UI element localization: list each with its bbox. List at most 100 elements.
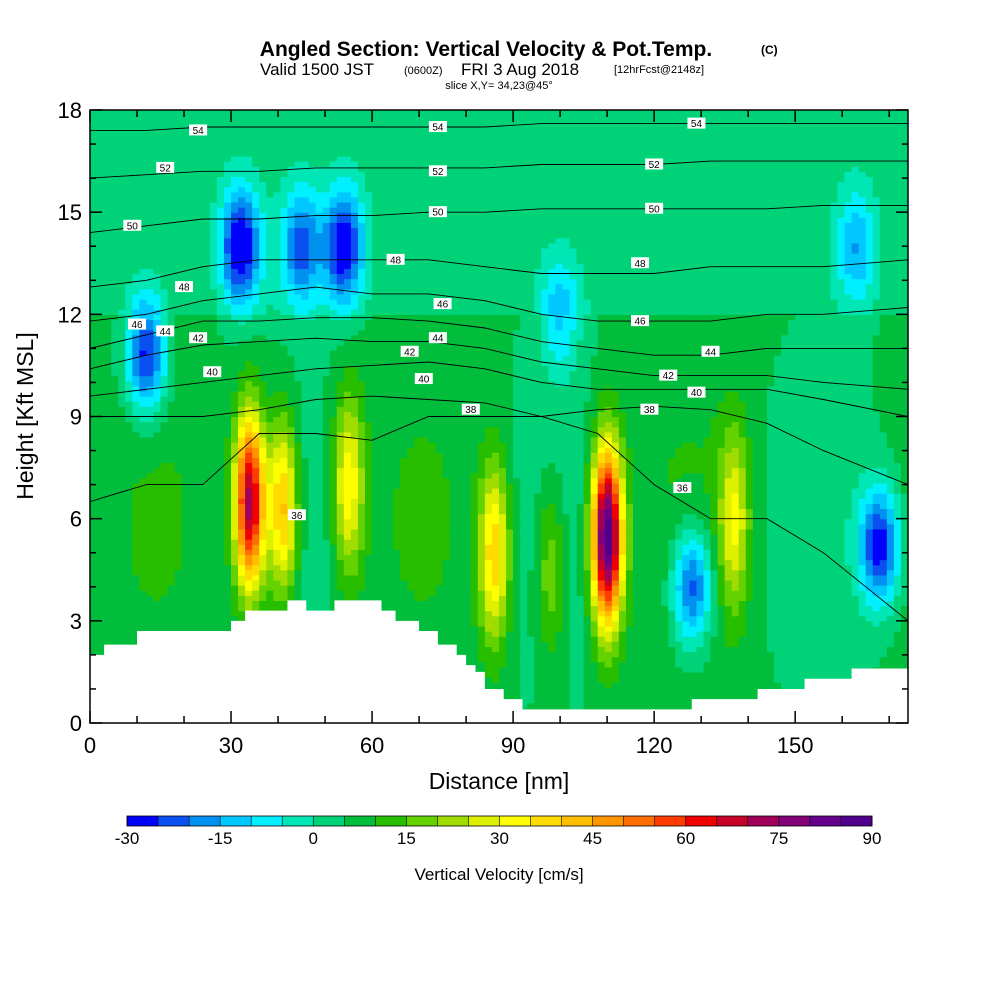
velocity-cell (238, 171, 246, 178)
velocity-cell (195, 549, 204, 556)
velocity-cell (90, 268, 98, 275)
velocity-cell (202, 554, 211, 561)
velocity-cell (294, 278, 303, 285)
velocity-cell (365, 549, 373, 556)
velocity-cell (252, 334, 260, 341)
velocity-cell (280, 554, 289, 561)
velocity-cell (90, 610, 98, 617)
velocity-cell (167, 426, 176, 433)
velocity-cell (223, 477, 232, 484)
velocity-cell (280, 273, 289, 280)
velocity-cell (97, 278, 105, 285)
velocity-cell (350, 263, 359, 269)
velocity-cell (104, 263, 112, 269)
velocity-cell (223, 457, 232, 464)
velocity-cell (245, 554, 253, 561)
velocity-cell (266, 436, 274, 443)
velocity-cell (216, 523, 225, 530)
velocity-cell (202, 503, 211, 510)
velocity-cell (209, 528, 218, 535)
velocity-cell (132, 426, 140, 433)
velocity-cell (238, 380, 246, 387)
velocity-cell (245, 150, 253, 157)
velocity-cell (280, 452, 289, 458)
velocity-cell (266, 247, 274, 254)
velocity-cell (287, 232, 296, 239)
velocity-cell (195, 615, 204, 622)
velocity-cell (252, 360, 260, 367)
velocity-cell (132, 288, 140, 295)
velocity-cell (322, 523, 331, 530)
velocity-cell (160, 610, 169, 617)
velocity-cell (223, 319, 232, 326)
velocity-cell (372, 273, 380, 280)
velocity-cell (329, 355, 338, 361)
velocity-cell (245, 528, 253, 535)
velocity-cell (301, 590, 310, 596)
velocity-cell (104, 585, 112, 591)
velocity-cell (223, 278, 232, 285)
velocity-cell (160, 380, 169, 387)
velocity-cell (174, 533, 183, 540)
velocity-cell (160, 447, 169, 453)
velocity-cell (245, 513, 253, 520)
velocity-cell (245, 390, 253, 397)
velocity-cell (245, 115, 253, 121)
velocity-cell (195, 595, 204, 601)
velocity-cell (294, 574, 303, 581)
velocity-cell (329, 258, 338, 264)
velocity-cell (266, 232, 274, 239)
velocity-cell (280, 278, 289, 285)
velocity-cell (160, 528, 169, 535)
velocity-cell (97, 130, 105, 137)
velocity-cell (343, 186, 352, 193)
velocity-cell (259, 533, 267, 540)
velocity-cell (132, 171, 140, 178)
velocity-cell (118, 549, 126, 556)
velocity-cell (132, 115, 140, 121)
velocity-cell (146, 569, 155, 576)
velocity-cell (259, 574, 267, 581)
velocity-cell (104, 467, 112, 474)
velocity-cell (160, 442, 169, 448)
velocity-cell (357, 559, 366, 566)
velocity-cell (266, 263, 274, 269)
velocity-cell (231, 196, 239, 203)
velocity-cell (372, 258, 380, 264)
velocity-cell (357, 232, 366, 239)
velocity-cell (181, 324, 190, 331)
velocity-cell (252, 110, 260, 116)
velocity-cell (315, 457, 324, 464)
velocity-cell (104, 523, 112, 530)
velocity-cell (266, 385, 274, 392)
velocity-cell (336, 421, 345, 428)
velocity-cell (104, 135, 112, 142)
velocity-cell (294, 319, 303, 326)
velocity-cell (202, 232, 211, 239)
velocity-cell (160, 130, 169, 137)
velocity-cell (266, 579, 274, 586)
velocity-cell (97, 447, 105, 453)
velocity-cell (160, 513, 169, 520)
velocity-cell (223, 227, 232, 234)
velocity-cell (139, 166, 148, 172)
velocity-cell (118, 242, 126, 249)
velocity-cell (259, 595, 267, 601)
velocity-cell (343, 120, 352, 126)
velocity-cell (104, 304, 112, 310)
velocity-cell (372, 355, 380, 361)
velocity-cell (139, 488, 148, 494)
velocity-cell (266, 319, 274, 326)
velocity-cell (174, 472, 183, 479)
velocity-cell (379, 605, 387, 612)
velocity-cell (160, 232, 169, 239)
velocity-cell (245, 533, 253, 540)
velocity-cell (160, 145, 169, 152)
velocity-cell (125, 161, 133, 167)
velocity-cell (329, 227, 338, 234)
velocity-cell (174, 539, 183, 545)
velocity-cell (202, 421, 211, 428)
velocity-cell (252, 396, 260, 402)
velocity-cell (308, 232, 317, 239)
velocity-cell (97, 620, 105, 627)
